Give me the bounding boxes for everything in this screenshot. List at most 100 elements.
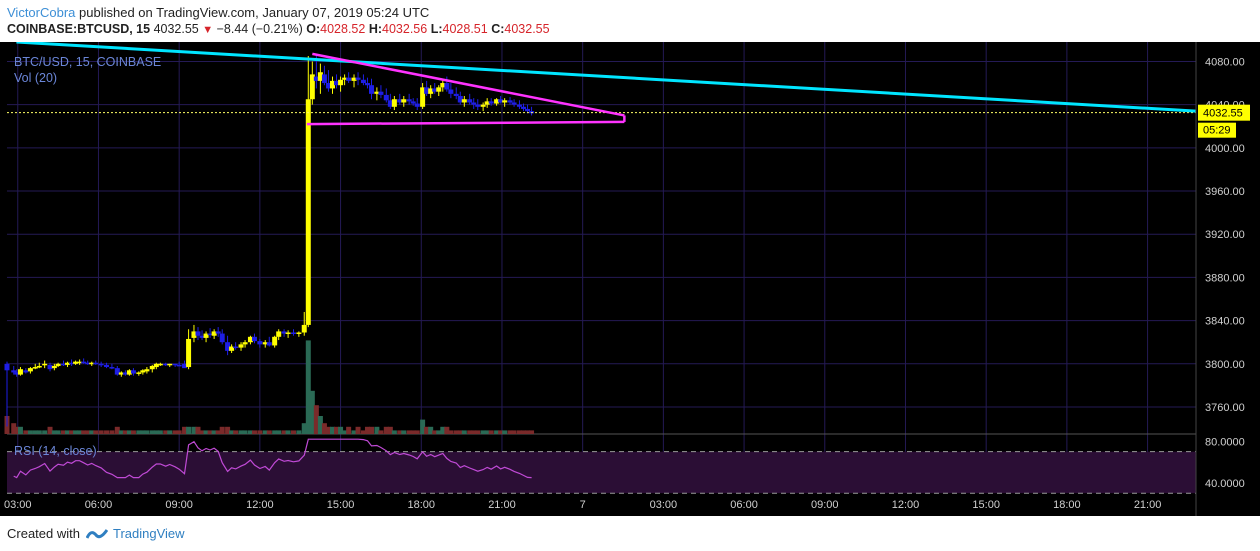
axes: 3760.00 3800.00 3840.00 3880.00 3920.00 3960.…	[4, 42, 1250, 516]
candle-body	[104, 364, 110, 368]
candle-body	[281, 331, 287, 334]
chart-background	[0, 42, 1260, 516]
candle-body	[342, 77, 348, 80]
chart-title: BTC/USD, 15, COINBASE	[14, 55, 161, 69]
tradingview-brand[interactable]: TradingView	[113, 526, 185, 541]
volume-bar	[516, 430, 522, 434]
volume-bar	[47, 426, 53, 434]
price-tick-label: 3800.00	[1205, 359, 1245, 371]
volume-bar	[211, 430, 217, 434]
time-tick-label: 06:00	[85, 499, 113, 511]
volume-bar	[424, 426, 430, 434]
candle-body	[364, 83, 370, 86]
candle-body	[391, 99, 397, 107]
volume-bar	[342, 430, 348, 434]
volume-bar	[420, 419, 426, 434]
time-tick-label: 18:00	[1053, 499, 1081, 511]
ohlc-line: COINBASE:BTCUSD, 15 4032.55 ▼ −8.44 (−0.…	[7, 22, 550, 36]
candle-body	[296, 332, 302, 334]
volume-bar	[406, 430, 412, 434]
volume-bar	[494, 430, 500, 434]
open-value: 4028.52	[320, 22, 366, 36]
candle-body	[69, 362, 75, 365]
tradingview-logo-icon	[85, 529, 108, 539]
price-chart[interactable]: 3760.00 3800.00 3840.00 3880.00 3920.00 3960.…	[0, 42, 1260, 516]
volume-bar	[251, 430, 257, 434]
volume-bar	[114, 426, 120, 434]
volume-bar	[203, 430, 209, 434]
candle-body	[122, 372, 128, 375]
rsi-label: RSI (14, close)	[14, 444, 97, 458]
volume-bar	[51, 430, 57, 434]
candle-body	[414, 103, 420, 107]
candle-body	[502, 100, 508, 103]
triangle-upper	[312, 52, 625, 117]
candle-body	[191, 331, 197, 338]
author-link[interactable]: VictorCobra	[7, 5, 76, 20]
candle-body	[60, 363, 66, 366]
candle-body	[424, 87, 430, 94]
candle-body	[186, 338, 192, 368]
volume-bar	[144, 430, 150, 434]
candle-body	[199, 335, 205, 338]
candle-body	[453, 93, 459, 96]
volume-bar	[338, 426, 344, 434]
volume-bar	[453, 430, 459, 434]
triangle-lower	[306, 120, 625, 126]
volume-bar	[444, 426, 450, 434]
volume-bar	[163, 430, 169, 434]
candle-body	[130, 370, 136, 374]
candle-body	[136, 372, 142, 374]
volume-bar	[296, 430, 302, 434]
volume-bar	[457, 430, 463, 434]
low-value: 4028.51	[442, 22, 488, 36]
time-tick-label: 21:00	[1134, 499, 1162, 511]
volume-bar	[391, 430, 397, 434]
volume-bar	[219, 426, 225, 434]
volume-bar	[257, 430, 263, 434]
volume-bar	[507, 430, 513, 434]
candle-body	[498, 99, 504, 103]
candle-body	[65, 362, 71, 365]
volume-bar	[440, 426, 446, 434]
candle-body	[172, 363, 178, 366]
candle-body	[89, 362, 95, 365]
volume-bar	[191, 426, 197, 434]
volume-bar	[130, 430, 136, 434]
volume-bar	[14, 426, 20, 434]
candle-body	[484, 101, 490, 105]
time-tick-label: 03:00	[4, 499, 32, 511]
time-tick-label: 12:00	[892, 499, 920, 511]
candle-body	[42, 363, 48, 366]
candle-body	[225, 342, 231, 351]
candle-body	[262, 342, 268, 345]
volume-bar	[321, 423, 327, 434]
candle-body	[251, 336, 257, 342]
close-label: C:	[491, 22, 505, 36]
candle-body	[247, 336, 253, 343]
candle-body	[167, 363, 173, 366]
volume-bar	[85, 430, 91, 434]
volume-bar	[309, 390, 315, 434]
candle-body	[109, 367, 115, 369]
volume-bar	[11, 423, 17, 434]
volume-bar	[355, 426, 361, 434]
candle-body	[203, 333, 209, 338]
time-tick-label: 15:00	[327, 499, 355, 511]
candle-body	[321, 74, 327, 84]
candle-body	[114, 368, 120, 375]
candle-body	[360, 79, 366, 84]
volume-bar	[176, 430, 182, 434]
volume-bar	[149, 430, 155, 434]
volume-bar	[225, 426, 231, 434]
candle-body	[219, 333, 225, 343]
candle-body	[285, 332, 291, 334]
candle-body	[242, 342, 248, 345]
volume-bar	[32, 430, 38, 434]
candle-body	[334, 80, 340, 86]
volume-bar	[262, 430, 268, 434]
candle-body	[301, 324, 307, 333]
volume-bar	[23, 430, 29, 434]
volume-bar	[60, 430, 66, 434]
time-tick-label: 12:00	[246, 499, 274, 511]
